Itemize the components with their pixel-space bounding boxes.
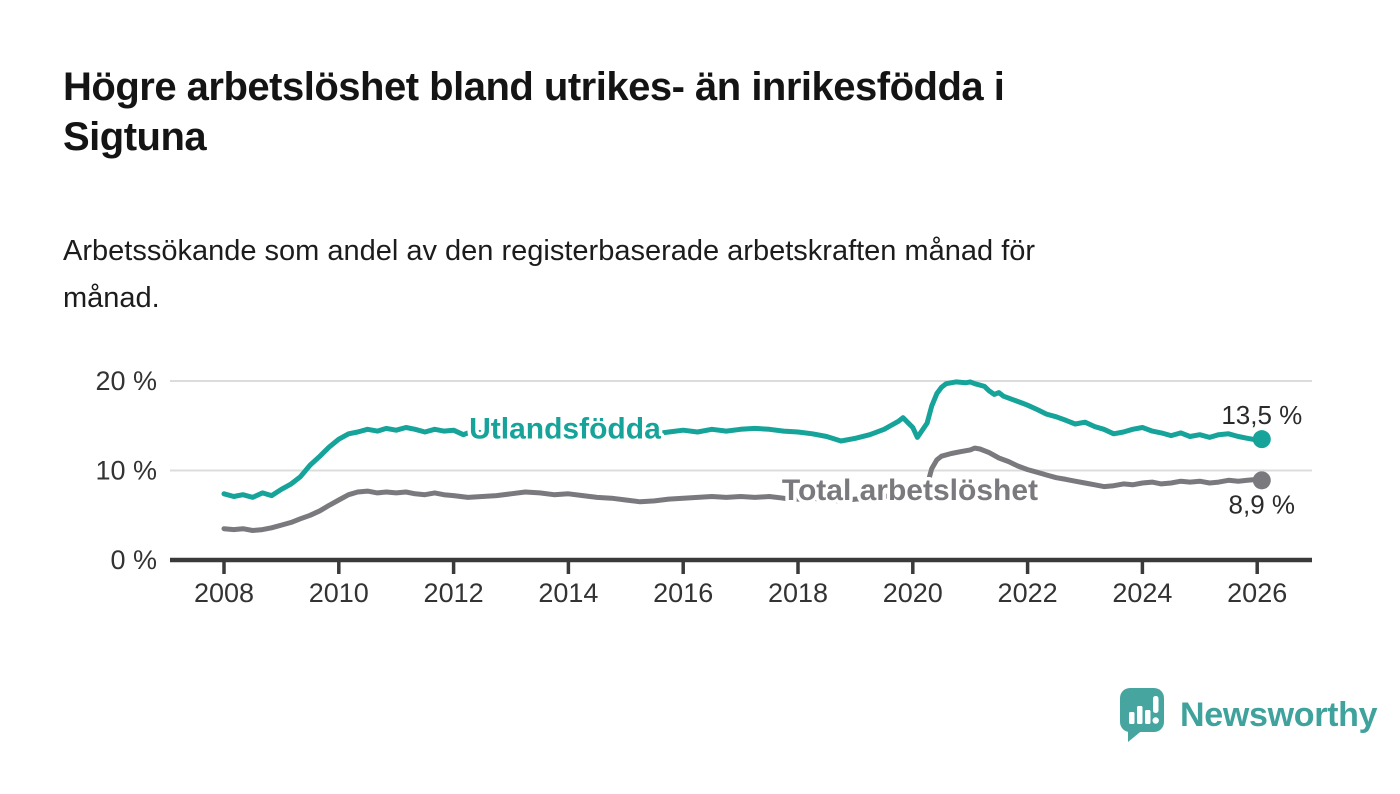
series-line-total: [221, 445, 1265, 533]
series-endpoint-dot-total: [1252, 471, 1271, 490]
page-subtitle: Arbetssökande som andel av den registerb…: [63, 235, 1036, 314]
x-axis-tick-label: 2016: [653, 578, 713, 608]
x-axis-tick-label: 2010: [309, 578, 369, 608]
logo-wordmark: Newsworthy: [1180, 695, 1378, 734]
series-endpoint-dot-utlandsfodda: [1252, 430, 1271, 449]
y-axis-tick-label: 10 %: [95, 456, 157, 486]
series-line-utlandsfodda: [221, 379, 1265, 500]
series-inline-label-utlandsfodda: Utlandsfödda: [469, 412, 661, 445]
x-axis-tick-label: 2022: [998, 578, 1058, 608]
series-end-value-label: 13,5 %: [1221, 400, 1302, 430]
x-axis-tick-label: 2024: [1112, 578, 1172, 608]
x-axis-tick-label: 2008: [194, 578, 254, 608]
series-inline-label-total: Total arbetslöshet: [782, 474, 1038, 507]
x-axis-tick-label: 2012: [424, 578, 484, 608]
y-axis-tick-label: 20 %: [95, 366, 157, 396]
page-title: Högre arbetslöshet bland utrikes- än inr…: [63, 65, 1005, 160]
bar-chart-speech-bubble-icon: [1120, 688, 1164, 742]
x-axis-tick-label: 2018: [768, 578, 828, 608]
newsworthy-logo: Newsworthy: [1117, 686, 1378, 744]
y-axis-tick-label: 0 %: [110, 545, 157, 575]
x-axis-tick-label: 2014: [538, 578, 598, 608]
x-axis-tick-label: 2020: [883, 578, 943, 608]
series-end-value-label: 8,9 %: [1229, 489, 1296, 519]
x-axis-tick-label: 2026: [1227, 578, 1287, 608]
